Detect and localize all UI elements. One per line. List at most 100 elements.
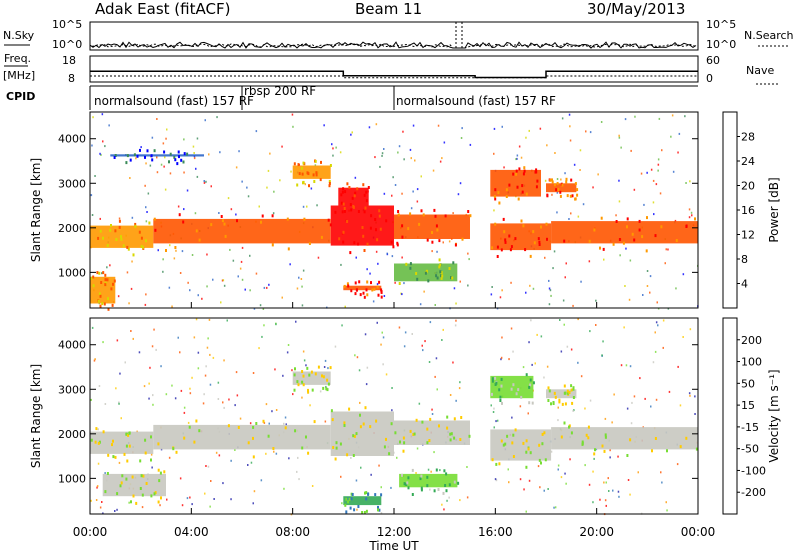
power-speckle-point (106, 266, 108, 269)
noise-tick-left-top: 10^5 (52, 18, 82, 31)
power-band-edge (461, 237, 464, 241)
velocity-band-edge (442, 491, 445, 495)
velocity-band-edge (695, 447, 698, 451)
power-band-edge (426, 238, 429, 242)
velocity-speckle-point (603, 481, 605, 484)
velocity-band-edge (377, 508, 379, 512)
velocity-speckle-point (213, 498, 215, 500)
power-band-edge (551, 180, 554, 184)
velocity-speckle-point (609, 449, 611, 452)
velocity-band-edge (326, 378, 329, 382)
velocity-echo-bands (90, 365, 698, 514)
velocity-band-edge (571, 401, 574, 405)
power-speckle-point (516, 157, 518, 160)
velocity-speckle-point (230, 498, 232, 501)
power-speckle-point (146, 211, 148, 213)
velocity-band-edge (415, 418, 418, 422)
power-band-edge (376, 238, 379, 242)
power-speckle-point (595, 299, 597, 302)
velocity-band-edge (106, 472, 109, 475)
power-speckle-point (562, 299, 565, 302)
velocity-band-edge (420, 488, 423, 492)
power-speckle-point (414, 159, 416, 162)
velocity-band-edge (538, 443, 541, 447)
power-band-edge (148, 221, 151, 225)
velocity-speckle-point (378, 464, 380, 467)
power-band-edge (177, 150, 180, 154)
power-band-edge (320, 235, 323, 239)
power-speckle-point (149, 164, 152, 167)
power-band-edge (342, 202, 345, 206)
power-band-edge (365, 288, 368, 292)
velocity-speckle-point (253, 490, 256, 493)
power-speckle-point (410, 157, 412, 160)
velocity-band-edge (517, 388, 520, 392)
velocity-band-edge (301, 446, 304, 450)
nave-series-line (90, 75, 698, 79)
velocity-band-edge (566, 391, 569, 395)
velocity-speckle-point (207, 465, 210, 468)
power-band-edge (654, 234, 657, 238)
velocity-speckle-point (364, 333, 367, 336)
velocity-speckle-point (149, 366, 151, 369)
power-band-edge (396, 241, 399, 245)
power-band-edge (106, 278, 109, 282)
power-band-edge (356, 187, 359, 191)
velocity-y-tick-label: 4000 (58, 339, 86, 352)
power-band-edge (104, 283, 107, 287)
velocity-band-edge (128, 444, 131, 448)
power-speckle-point (553, 250, 556, 253)
power-band-edge (574, 182, 577, 186)
velocity-speckle-point (260, 479, 263, 482)
velocity-echo-band (546, 389, 577, 399)
velocity-band-edge (94, 440, 97, 444)
power-band-edge (286, 217, 289, 221)
velocity-speckle-point (446, 499, 448, 502)
velocity-band-edge (501, 401, 503, 405)
power-speckle-point (525, 136, 527, 139)
power-speckle-point (344, 305, 346, 308)
power-band-edge (452, 261, 455, 265)
power-speckle-point (201, 297, 203, 300)
velocity-speckle-point (546, 365, 549, 368)
velocity-speckle-point (187, 421, 190, 424)
velocity-band-edge (401, 473, 403, 477)
velocity-colorbar-label: 50 (741, 377, 755, 390)
power-speckle-point (267, 169, 270, 172)
velocity-speckle-point (208, 318, 211, 321)
power-band-edge (366, 242, 369, 246)
velocity-speckle-point (207, 337, 209, 340)
x-axis-ticks: 00:00 04:00 08:00 12:00 16:00 20:00 00:00 (73, 302, 715, 539)
power-speckle-point (196, 175, 199, 178)
velocity-band-edge (313, 420, 316, 424)
power-band-edge (363, 249, 366, 252)
power-speckle-point (642, 294, 644, 296)
velocity-speckle-point (283, 422, 285, 425)
power-band-edge (424, 271, 427, 275)
velocity-band-edge (494, 376, 497, 380)
power-speckle-point (193, 152, 195, 154)
velocity-speckle-point (202, 402, 205, 405)
velocity-band-edge (561, 402, 564, 406)
power-speckle-point (258, 205, 260, 208)
power-echo-band (110, 154, 204, 157)
velocity-speckle-point (459, 499, 461, 502)
velocity-speckle-point (530, 319, 532, 322)
power-band-edge (416, 277, 419, 281)
power-band-edge (342, 230, 345, 234)
velocity-band-edge (198, 429, 201, 433)
velocity-band-edge (321, 374, 323, 378)
power-speckle-point (101, 113, 104, 116)
velocity-band-edge (125, 444, 128, 448)
velocity-speckle-point (623, 326, 625, 329)
power-speckle-point (296, 287, 299, 290)
power-speckle-point (157, 249, 159, 252)
power-band-edge (491, 246, 494, 250)
velocity-speckle-point (694, 395, 696, 398)
velocity-speckle-point (209, 383, 212, 386)
velocity-band-edge (554, 395, 557, 399)
power-speckle-point (168, 286, 171, 289)
power-band-edge (366, 293, 369, 297)
velocity-speckle-point (263, 324, 265, 327)
velocity-band-edge (679, 445, 682, 449)
